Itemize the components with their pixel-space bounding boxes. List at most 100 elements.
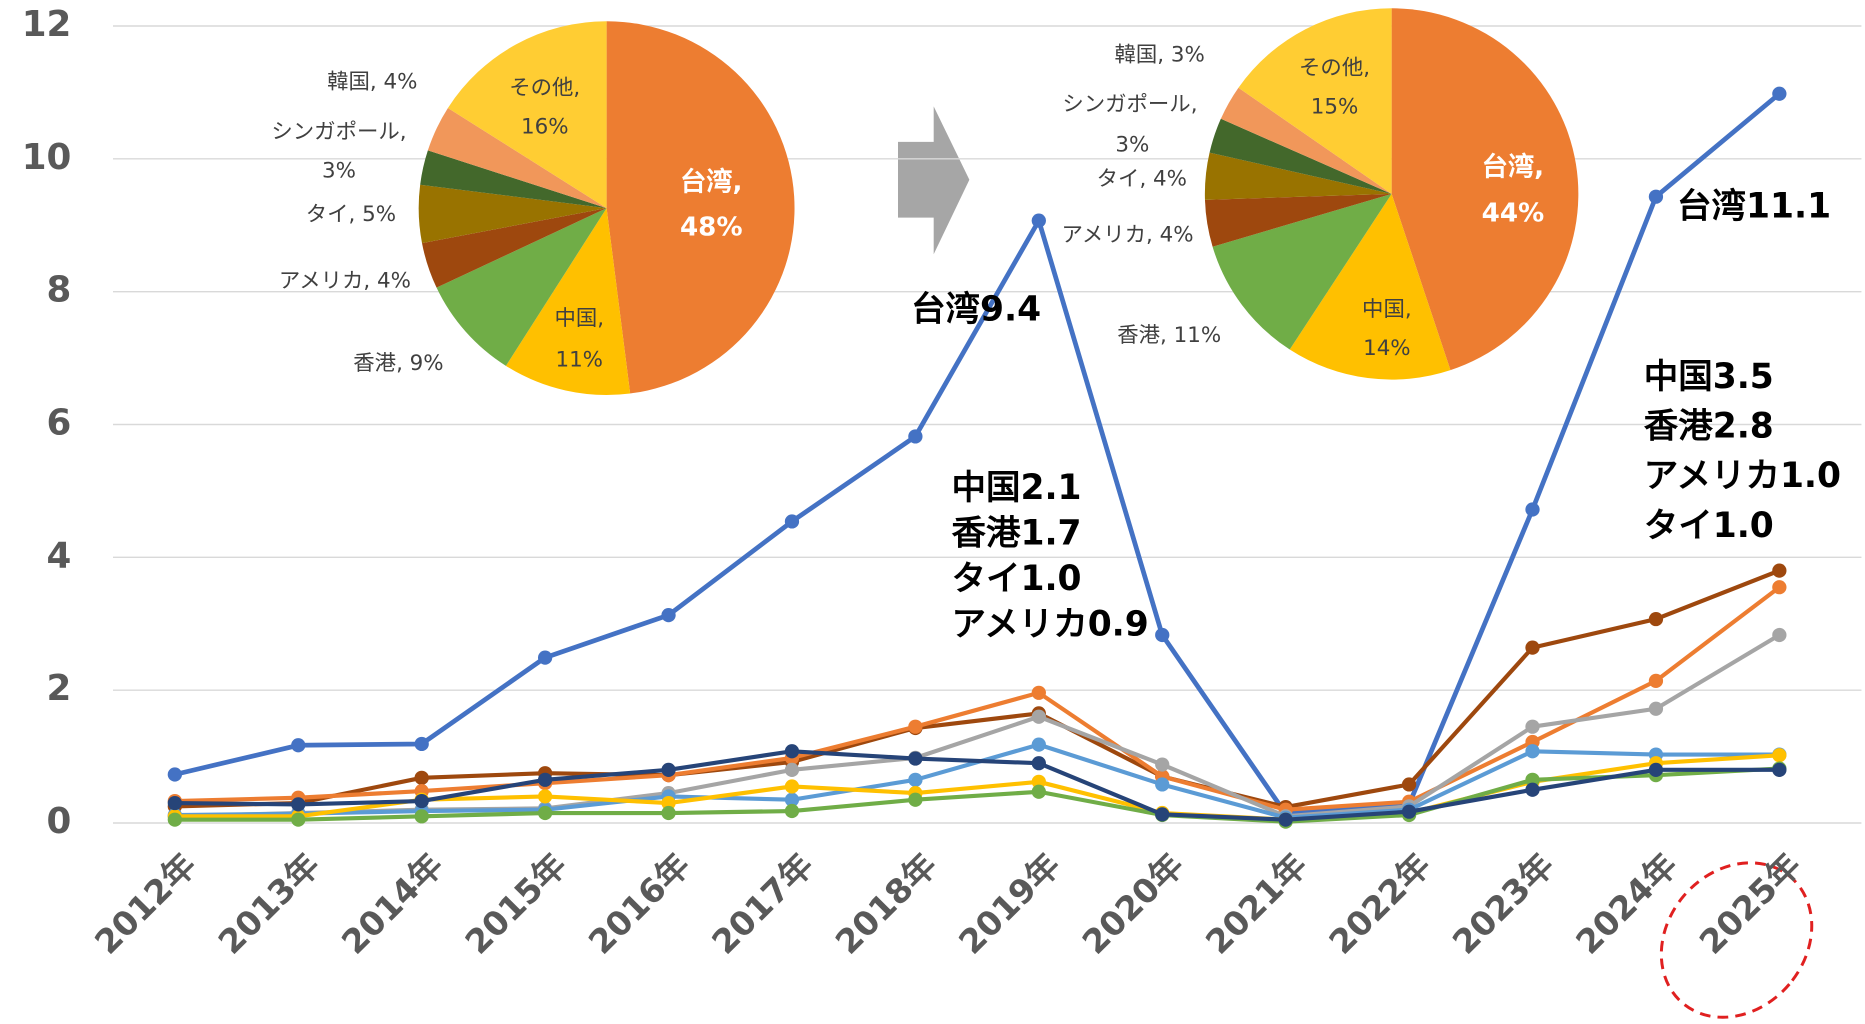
- series-line: [174, 91, 1781, 817]
- series-point: [1525, 782, 1540, 797]
- series-point: [1031, 784, 1046, 799]
- series-point: [908, 429, 923, 444]
- pie-label: 韓国, 3%: [1115, 43, 1205, 68]
- pie-label: 3%: [322, 158, 356, 183]
- pie-slice: [606, 21, 795, 394]
- pie-label: 48%: [680, 213, 743, 243]
- series-point: [1031, 756, 1046, 771]
- pie-slice: [1204, 193, 1392, 247]
- pie-label: 台湾,: [680, 167, 742, 198]
- annotation: アメリカ1.0: [1644, 456, 1841, 496]
- series-point: [1031, 774, 1046, 789]
- pie-label: 韓国, 4%: [327, 70, 417, 95]
- pie-label: タイ, 4%: [1097, 167, 1187, 192]
- pie-slice: [1212, 193, 1392, 350]
- annotation: 香港2.8: [1644, 407, 1774, 447]
- series-point: [414, 736, 429, 752]
- series-point: [908, 772, 923, 787]
- series-point: [167, 767, 182, 782]
- series-point: [1772, 762, 1787, 777]
- pie-slice: [422, 208, 607, 288]
- series-point: [291, 797, 306, 812]
- pie-slice: [1204, 152, 1392, 200]
- series-point: [1525, 502, 1540, 517]
- x-tick-label: 2025年: [1692, 846, 1809, 962]
- highlight-circle: [1659, 861, 1814, 1019]
- pie-slice: [1209, 118, 1392, 194]
- y-tick-label: 6: [47, 403, 72, 444]
- series-point: [784, 514, 800, 529]
- pie-slice: [505, 208, 631, 395]
- y-tick-label: 10: [22, 137, 72, 178]
- series-point: [908, 719, 923, 734]
- pie-label: アメリカ, 4%: [279, 268, 411, 293]
- pie-label: 香港, 11%: [1117, 323, 1221, 348]
- series-line: [174, 585, 1781, 812]
- pie-label: 16%: [521, 115, 569, 140]
- series-point: [414, 809, 429, 824]
- series-point: [1401, 777, 1417, 792]
- pie-label: シンガポール,: [271, 119, 406, 144]
- pie-label: タイ, 5%: [306, 202, 396, 227]
- series-point: [1031, 709, 1046, 724]
- series-point: [1155, 627, 1170, 643]
- series-point: [1772, 627, 1787, 643]
- series-point: [1648, 701, 1664, 716]
- pie-slice: [418, 184, 607, 244]
- x-tick-label: 2014年: [334, 846, 451, 962]
- pie-label: 中国,: [1362, 297, 1412, 322]
- pie-label: その他,: [1299, 56, 1370, 81]
- series-point: [661, 795, 676, 811]
- series-point: [1525, 719, 1540, 734]
- x-tick-label: 2023年: [1445, 846, 1562, 962]
- annotation: 台湾11.1: [1677, 187, 1831, 227]
- pie-label: 台湾,: [1482, 151, 1544, 182]
- x-tick-label: 2013年: [211, 846, 328, 962]
- annotation: 中国3.5: [1644, 357, 1774, 397]
- series-point: [167, 795, 182, 811]
- pie-label: 15%: [1311, 95, 1359, 120]
- pie-label: 3%: [1115, 132, 1149, 157]
- pie-label: その他,: [509, 76, 580, 101]
- series-point: [784, 744, 800, 759]
- series-point: [537, 772, 553, 787]
- series-point: [661, 762, 676, 777]
- x-tick-label: 2019年: [951, 846, 1068, 962]
- series-point: [1525, 744, 1540, 759]
- x-tick-label: 2015年: [457, 846, 574, 962]
- pie-label: 中国,: [554, 306, 604, 331]
- y-tick-label: 8: [47, 270, 72, 311]
- pie-slice: [1220, 87, 1392, 194]
- series-point: [661, 608, 676, 623]
- series-point: [1772, 563, 1787, 578]
- series-point: [908, 751, 923, 766]
- x-tick-label: 2022年: [1321, 846, 1438, 962]
- y-tick-label: 12: [22, 4, 72, 45]
- series-point: [1772, 580, 1787, 595]
- series-point: [1155, 777, 1170, 792]
- series-point: [1772, 86, 1787, 101]
- x-tick-label: 2020年: [1075, 846, 1192, 962]
- series-point: [167, 812, 182, 827]
- pie-slice: [447, 21, 607, 209]
- series-point: [537, 789, 553, 804]
- pie-label: シンガポール,: [1062, 92, 1197, 117]
- pie-label: アメリカ, 4%: [1062, 222, 1194, 247]
- series-point: [414, 770, 429, 785]
- series-point: [291, 738, 306, 753]
- series-point: [1648, 762, 1664, 777]
- series-point: [1648, 189, 1664, 204]
- series-point: [1278, 812, 1293, 827]
- series-line: [174, 766, 1780, 824]
- series-point: [661, 805, 676, 821]
- series-point: [537, 650, 553, 665]
- pie-slice: [436, 208, 607, 366]
- pie-label: 14%: [1363, 336, 1411, 361]
- series-point: [537, 805, 553, 821]
- annotation: 台湾9.4: [911, 290, 1041, 330]
- series-point: [1401, 804, 1417, 819]
- x-tick-label: 2012年: [87, 846, 204, 962]
- series-point: [1031, 737, 1046, 752]
- x-tick-label: 2024年: [1568, 846, 1685, 962]
